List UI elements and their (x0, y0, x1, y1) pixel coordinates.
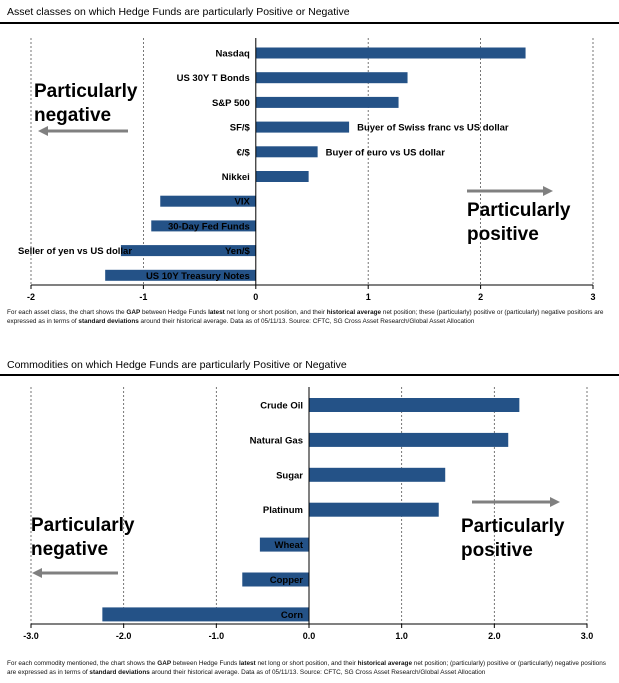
annotation-yen: Seller of yen vs US dollar (18, 246, 132, 257)
bar-s-p-500 (255, 96, 399, 108)
negative-label-line-1: Particularly (31, 515, 135, 536)
bar-us-10y-treasury-notes (105, 269, 256, 281)
positive-arrow-head-icon (550, 497, 560, 507)
positive-label-line-1: Particularly (461, 516, 565, 537)
category-label-platinum: Platinum (263, 505, 303, 516)
chart-1-title-rule (0, 22, 619, 24)
annotation-eur: Buyer of euro vs US dollar (326, 147, 446, 158)
positive-arrow-head-icon (543, 186, 553, 196)
bar-sugar (309, 467, 446, 482)
bar-natural-gas (309, 432, 509, 447)
category-label-sugar: Sugar (276, 470, 303, 481)
category-label-copper: Copper (270, 575, 304, 586)
category-label-us-30y-t-bonds: US 30Y T Bonds (177, 73, 250, 84)
x-tick-label: 1 (366, 292, 371, 302)
x-tick-label: 3 (590, 292, 595, 302)
x-tick-label: -1 (139, 292, 147, 302)
commodities-chart: -3.0 -2.0 -1.0 0.0 1.0 2.0 3.0 Crude Oil Natural… (23, 387, 594, 641)
bar-us-30y-t-bonds (255, 72, 408, 84)
category-label-nikkei: Nikkei (222, 172, 250, 183)
x-tick-label: 0.0 (303, 631, 316, 641)
negative-label-line-2: negative (31, 539, 108, 560)
positive-label-line-1: Particularly (467, 200, 571, 221)
category-label-crude-oil: Crude Oil (260, 401, 303, 412)
category-label-nasdaq: Nasdaq (215, 49, 250, 60)
annotation-sf: Buyer of Swiss franc vs US dollar (357, 123, 509, 134)
chart-1-title: Asset classes on which Hedge Funds are p… (7, 6, 350, 18)
positive-label-line-2: positive (461, 540, 533, 561)
x-tick-label: 1.0 (395, 631, 408, 641)
bar- (255, 146, 318, 158)
x-tick-label: -3.0 (23, 631, 39, 641)
x-tick-label: -2 (27, 292, 35, 302)
negative-label-line-1: Particularly (34, 81, 138, 102)
chart-2-title: Commodities on which Hedge Funds are par… (7, 359, 347, 371)
x-tick-label: 2.0 (488, 631, 501, 641)
negative-label-line-2: negative (34, 105, 111, 126)
x-tick-label: 3.0 (581, 631, 594, 641)
asset-classes-chart: -2 -1 0 1 2 3 Nasdaq US 30Y T Bonds S&P 500 SF/$ €… (18, 38, 596, 302)
category-label-: €/$ (237, 147, 251, 158)
bar-wheat (259, 537, 309, 552)
negative-arrow-head-icon (32, 568, 42, 578)
category-label-corn: Corn (281, 610, 303, 621)
bar-crude-oil (309, 398, 520, 412)
category-label-natural-gas: Natural Gas (250, 435, 303, 446)
bar-platinum (309, 502, 439, 517)
positive-label-line-2: positive (467, 224, 539, 245)
bar-nasdaq (255, 47, 526, 59)
bar-30-day-fed-funds (151, 220, 256, 232)
chart-2-footnote: For each commodity mentioned, the chart … (7, 660, 606, 676)
category-label-30-day-fed-funds: 30-Day Fed Funds (168, 221, 250, 232)
x-tick-label: -2.0 (116, 631, 132, 641)
category-label-vix: VIX (234, 197, 250, 208)
category-label-wheat: Wheat (275, 540, 304, 551)
x-tick-label: 2 (478, 292, 483, 302)
x-tick-label: 0 (253, 292, 258, 302)
category-label-yen: Yen/$ (225, 246, 251, 257)
category-label-us-10y-treasury-notes: US 10Y Treasury Notes (146, 271, 250, 282)
bar-nikkei (255, 171, 309, 182)
negative-arrow-head-icon (38, 126, 48, 136)
chart-1-footnote: For each asset class, the chart shows th… (7, 309, 604, 325)
chart-2-title-rule (0, 374, 619, 376)
x-tick-label: -1.0 (209, 631, 225, 641)
bar-corn (102, 607, 309, 622)
category-label-s-p-500: S&P 500 (212, 98, 250, 109)
bar-sf (255, 121, 350, 133)
bar-copper (242, 572, 309, 587)
bar-vix (160, 195, 256, 207)
category-label-sf: SF/$ (230, 123, 251, 134)
bar-yen (120, 245, 256, 257)
